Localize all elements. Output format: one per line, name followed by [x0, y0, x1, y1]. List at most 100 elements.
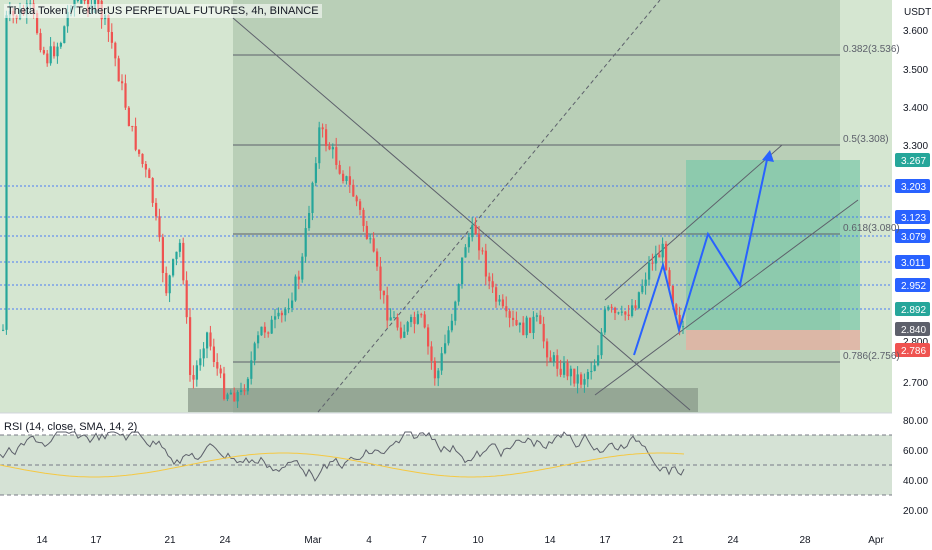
- candle-body: [488, 276, 491, 282]
- candle-body: [515, 319, 518, 326]
- candle-body: [151, 178, 154, 203]
- time-tick: 24: [727, 535, 739, 546]
- candle-body: [461, 257, 464, 285]
- time-tick: 28: [799, 535, 811, 546]
- candle-body: [46, 53, 49, 64]
- candle-body: [59, 43, 62, 47]
- candle-body: [2, 329, 5, 331]
- candle-body: [648, 262, 651, 280]
- channel-lower[interactable]: [594, 199, 859, 396]
- candle-body: [246, 378, 249, 392]
- candle-body: [440, 353, 443, 371]
- time-tick: 10: [472, 535, 484, 546]
- price-axis-ticks: 3.600 3.500 3.400 3.300 2.800 2.700: [903, 26, 928, 389]
- candle-body: [607, 306, 610, 310]
- candle-body: [529, 317, 532, 333]
- descending-trendline[interactable]: [232, 17, 691, 411]
- candle-body: [362, 209, 365, 226]
- candle-body: [665, 243, 668, 271]
- candle-body: [444, 343, 447, 354]
- time-tick: Apr: [868, 535, 884, 546]
- candle-body: [583, 379, 586, 385]
- candle-body: [280, 312, 283, 316]
- candle-body: [464, 247, 467, 258]
- time-axis[interactable]: [0, 530, 932, 550]
- candle-body: [199, 358, 202, 366]
- candle-body: [338, 164, 341, 174]
- projection-path[interactable]: [633, 154, 769, 356]
- candle-body: [144, 163, 147, 170]
- candle-body: [131, 126, 134, 128]
- candle-body: [240, 390, 243, 393]
- candle-body: [532, 316, 535, 333]
- candle-body: [556, 355, 559, 369]
- candle-body: [229, 392, 232, 395]
- candle-body: [206, 332, 209, 349]
- candle-body: [318, 127, 321, 164]
- candle-body: [80, 0, 83, 4]
- candle-body: [495, 287, 498, 302]
- candle-body: [359, 201, 362, 210]
- candle-body: [267, 332, 270, 334]
- candle-body: [372, 238, 375, 252]
- candle-body: [209, 332, 212, 347]
- price-badges: 3.267 3.203 3.123 3.079 3.011 2.952 2.892 2.840…: [895, 153, 930, 357]
- candle-body: [376, 251, 379, 267]
- candle-body: [617, 312, 620, 314]
- candle-body: [586, 372, 589, 380]
- price-badge-label: 2.892: [901, 305, 926, 316]
- candle-body: [294, 276, 297, 301]
- price-badge-label: 2.952: [901, 281, 926, 292]
- rsi-tick: 60.00: [903, 446, 928, 457]
- time-tick: Mar: [304, 535, 322, 546]
- candle-body: [308, 213, 311, 229]
- candle-body: [243, 390, 246, 392]
- candle-body: [223, 373, 226, 400]
- candle-body: [117, 58, 120, 82]
- rsi-axis: 80.00 60.00 40.00 20.00: [903, 416, 928, 517]
- candle-body: [121, 81, 124, 84]
- fib-label: 0.618(3.080): [843, 223, 900, 234]
- fib-labels: 0.382(3.536) 0.5(3.308) 0.618(3.080) 0.7…: [843, 44, 900, 362]
- candle-body: [127, 107, 130, 127]
- candle-body: [399, 327, 402, 338]
- candle-body: [66, 12, 69, 27]
- time-tick: 21: [672, 535, 684, 546]
- candle-body: [328, 146, 331, 150]
- rsi-levels: [0, 434, 892, 496]
- candle-body: [522, 322, 525, 336]
- price-tick: 2.700: [903, 378, 928, 389]
- candle-body: [457, 284, 460, 302]
- candle-body: [76, 0, 79, 1]
- candle-body: [216, 362, 219, 369]
- candle-body: [658, 254, 661, 258]
- candle-body: [270, 319, 273, 334]
- candle-body: [63, 26, 66, 44]
- candle-body: [260, 326, 263, 336]
- time-tick: 24: [219, 535, 231, 546]
- fib-label: 0.5(3.308): [843, 134, 889, 145]
- candle-body: [423, 314, 426, 328]
- candle-body: [651, 262, 654, 264]
- channel-upper[interactable]: [604, 144, 783, 301]
- candle-body: [311, 182, 314, 214]
- candle-body: [39, 33, 42, 51]
- candle-body: [277, 312, 280, 317]
- candle-body: [301, 256, 304, 280]
- candle-body: [678, 314, 681, 328]
- candle-body: [182, 242, 185, 281]
- rsi-title[interactable]: RSI (14, close, SMA, 14, 2): [4, 421, 138, 433]
- candle-body: [505, 306, 508, 312]
- price-tick: 3.300: [903, 141, 928, 152]
- candle-body: [590, 370, 593, 373]
- candle-body: [600, 332, 603, 356]
- candle-body: [29, 3, 32, 5]
- candle-body: [158, 216, 161, 238]
- support-zone: [188, 388, 698, 412]
- candle-body: [165, 272, 168, 294]
- chart-title[interactable]: Theta Token / TetherUS PERPETUAL FUTURES…: [4, 4, 322, 18]
- candle-body: [549, 357, 552, 362]
- candle-body: [274, 316, 277, 320]
- candle-body: [369, 238, 372, 240]
